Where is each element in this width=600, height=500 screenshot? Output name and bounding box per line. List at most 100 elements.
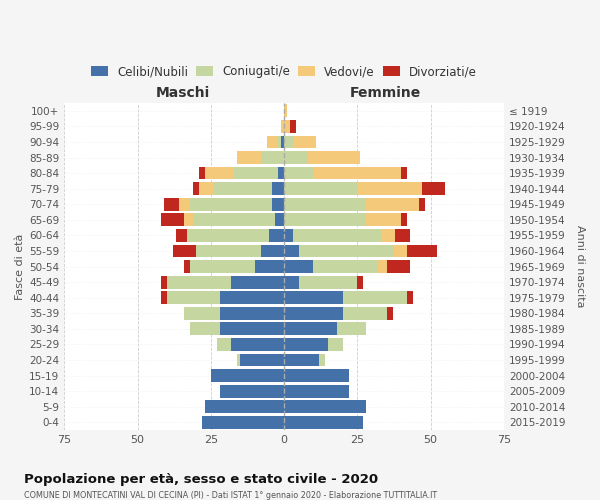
Bar	[220, 385, 284, 398]
Bar	[313, 166, 401, 179]
Bar	[392, 244, 407, 258]
Bar	[284, 104, 287, 117]
Bar	[290, 120, 296, 133]
Bar	[205, 166, 234, 179]
Bar	[272, 182, 284, 195]
Bar	[278, 136, 281, 148]
Bar	[343, 307, 386, 320]
Bar	[193, 182, 199, 195]
Bar	[275, 214, 284, 226]
Bar	[161, 214, 184, 226]
Bar	[401, 166, 407, 179]
Bar	[284, 229, 293, 242]
Bar	[190, 260, 255, 273]
Bar	[211, 369, 284, 382]
Bar	[284, 198, 366, 210]
Bar	[190, 322, 220, 336]
Bar	[284, 338, 328, 351]
Bar	[293, 229, 381, 242]
Bar	[196, 244, 260, 258]
Bar	[167, 292, 220, 304]
Bar	[284, 120, 290, 133]
Bar	[237, 354, 240, 366]
Bar	[284, 260, 313, 273]
Bar	[199, 182, 214, 195]
Legend: Celibi/Nubili, Coniugati/e, Vedovi/e, Divorziati/e: Celibi/Nubili, Coniugati/e, Vedovi/e, Di…	[89, 63, 479, 81]
Bar	[284, 400, 366, 413]
Bar	[232, 276, 284, 288]
Bar	[237, 151, 260, 164]
Bar	[366, 214, 401, 226]
Bar	[161, 292, 167, 304]
Bar	[269, 229, 284, 242]
Bar	[184, 307, 220, 320]
Bar	[205, 400, 284, 413]
Bar	[202, 416, 284, 428]
Bar	[284, 214, 366, 226]
Bar	[387, 260, 410, 273]
Bar	[284, 166, 313, 179]
Bar	[176, 229, 187, 242]
Bar	[281, 120, 284, 133]
Bar	[284, 307, 343, 320]
Bar	[358, 182, 422, 195]
Bar	[281, 136, 284, 148]
Y-axis label: Fasce di età: Fasce di età	[15, 234, 25, 300]
Bar	[266, 136, 278, 148]
Bar	[217, 338, 232, 351]
Bar	[284, 416, 363, 428]
Bar	[220, 307, 284, 320]
Bar	[184, 214, 193, 226]
Bar	[407, 244, 437, 258]
Text: COMUNE DI MONTECATINI VAL DI CECINA (PI) - Dati ISTAT 1° gennaio 2020 - Elaboraz: COMUNE DI MONTECATINI VAL DI CECINA (PI)…	[24, 491, 437, 500]
Bar	[313, 260, 378, 273]
Bar	[173, 244, 196, 258]
Bar	[395, 229, 410, 242]
Bar	[407, 292, 413, 304]
Bar	[337, 322, 366, 336]
Bar	[284, 354, 319, 366]
Bar	[422, 182, 445, 195]
Bar	[164, 198, 179, 210]
Bar	[284, 182, 358, 195]
Bar	[358, 276, 363, 288]
Bar	[299, 244, 392, 258]
Bar	[199, 166, 205, 179]
Bar	[272, 198, 284, 210]
Bar	[284, 369, 349, 382]
Bar	[260, 244, 284, 258]
Text: Popolazione per età, sesso e stato civile - 2020: Popolazione per età, sesso e stato civil…	[24, 472, 378, 486]
Bar	[220, 292, 284, 304]
Bar	[232, 338, 284, 351]
Bar	[184, 260, 190, 273]
Bar	[366, 198, 419, 210]
Bar	[284, 136, 293, 148]
Bar	[381, 229, 395, 242]
Bar	[214, 182, 272, 195]
Bar	[293, 136, 316, 148]
Bar	[387, 307, 392, 320]
Bar	[328, 338, 343, 351]
Bar	[284, 385, 349, 398]
Bar	[378, 260, 387, 273]
Text: Maschi: Maschi	[156, 86, 210, 100]
Y-axis label: Anni di nascita: Anni di nascita	[575, 226, 585, 308]
Bar	[234, 166, 278, 179]
Text: Femmine: Femmine	[350, 86, 421, 100]
Bar	[284, 151, 308, 164]
Bar	[255, 260, 284, 273]
Bar	[284, 276, 299, 288]
Bar	[167, 276, 232, 288]
Bar	[319, 354, 325, 366]
Bar	[278, 166, 284, 179]
Bar	[284, 292, 343, 304]
Bar	[190, 198, 272, 210]
Bar	[187, 229, 269, 242]
Bar	[161, 276, 167, 288]
Bar	[401, 214, 407, 226]
Bar	[240, 354, 284, 366]
Bar	[284, 322, 337, 336]
Bar	[308, 151, 361, 164]
Bar	[220, 322, 284, 336]
Bar	[193, 214, 275, 226]
